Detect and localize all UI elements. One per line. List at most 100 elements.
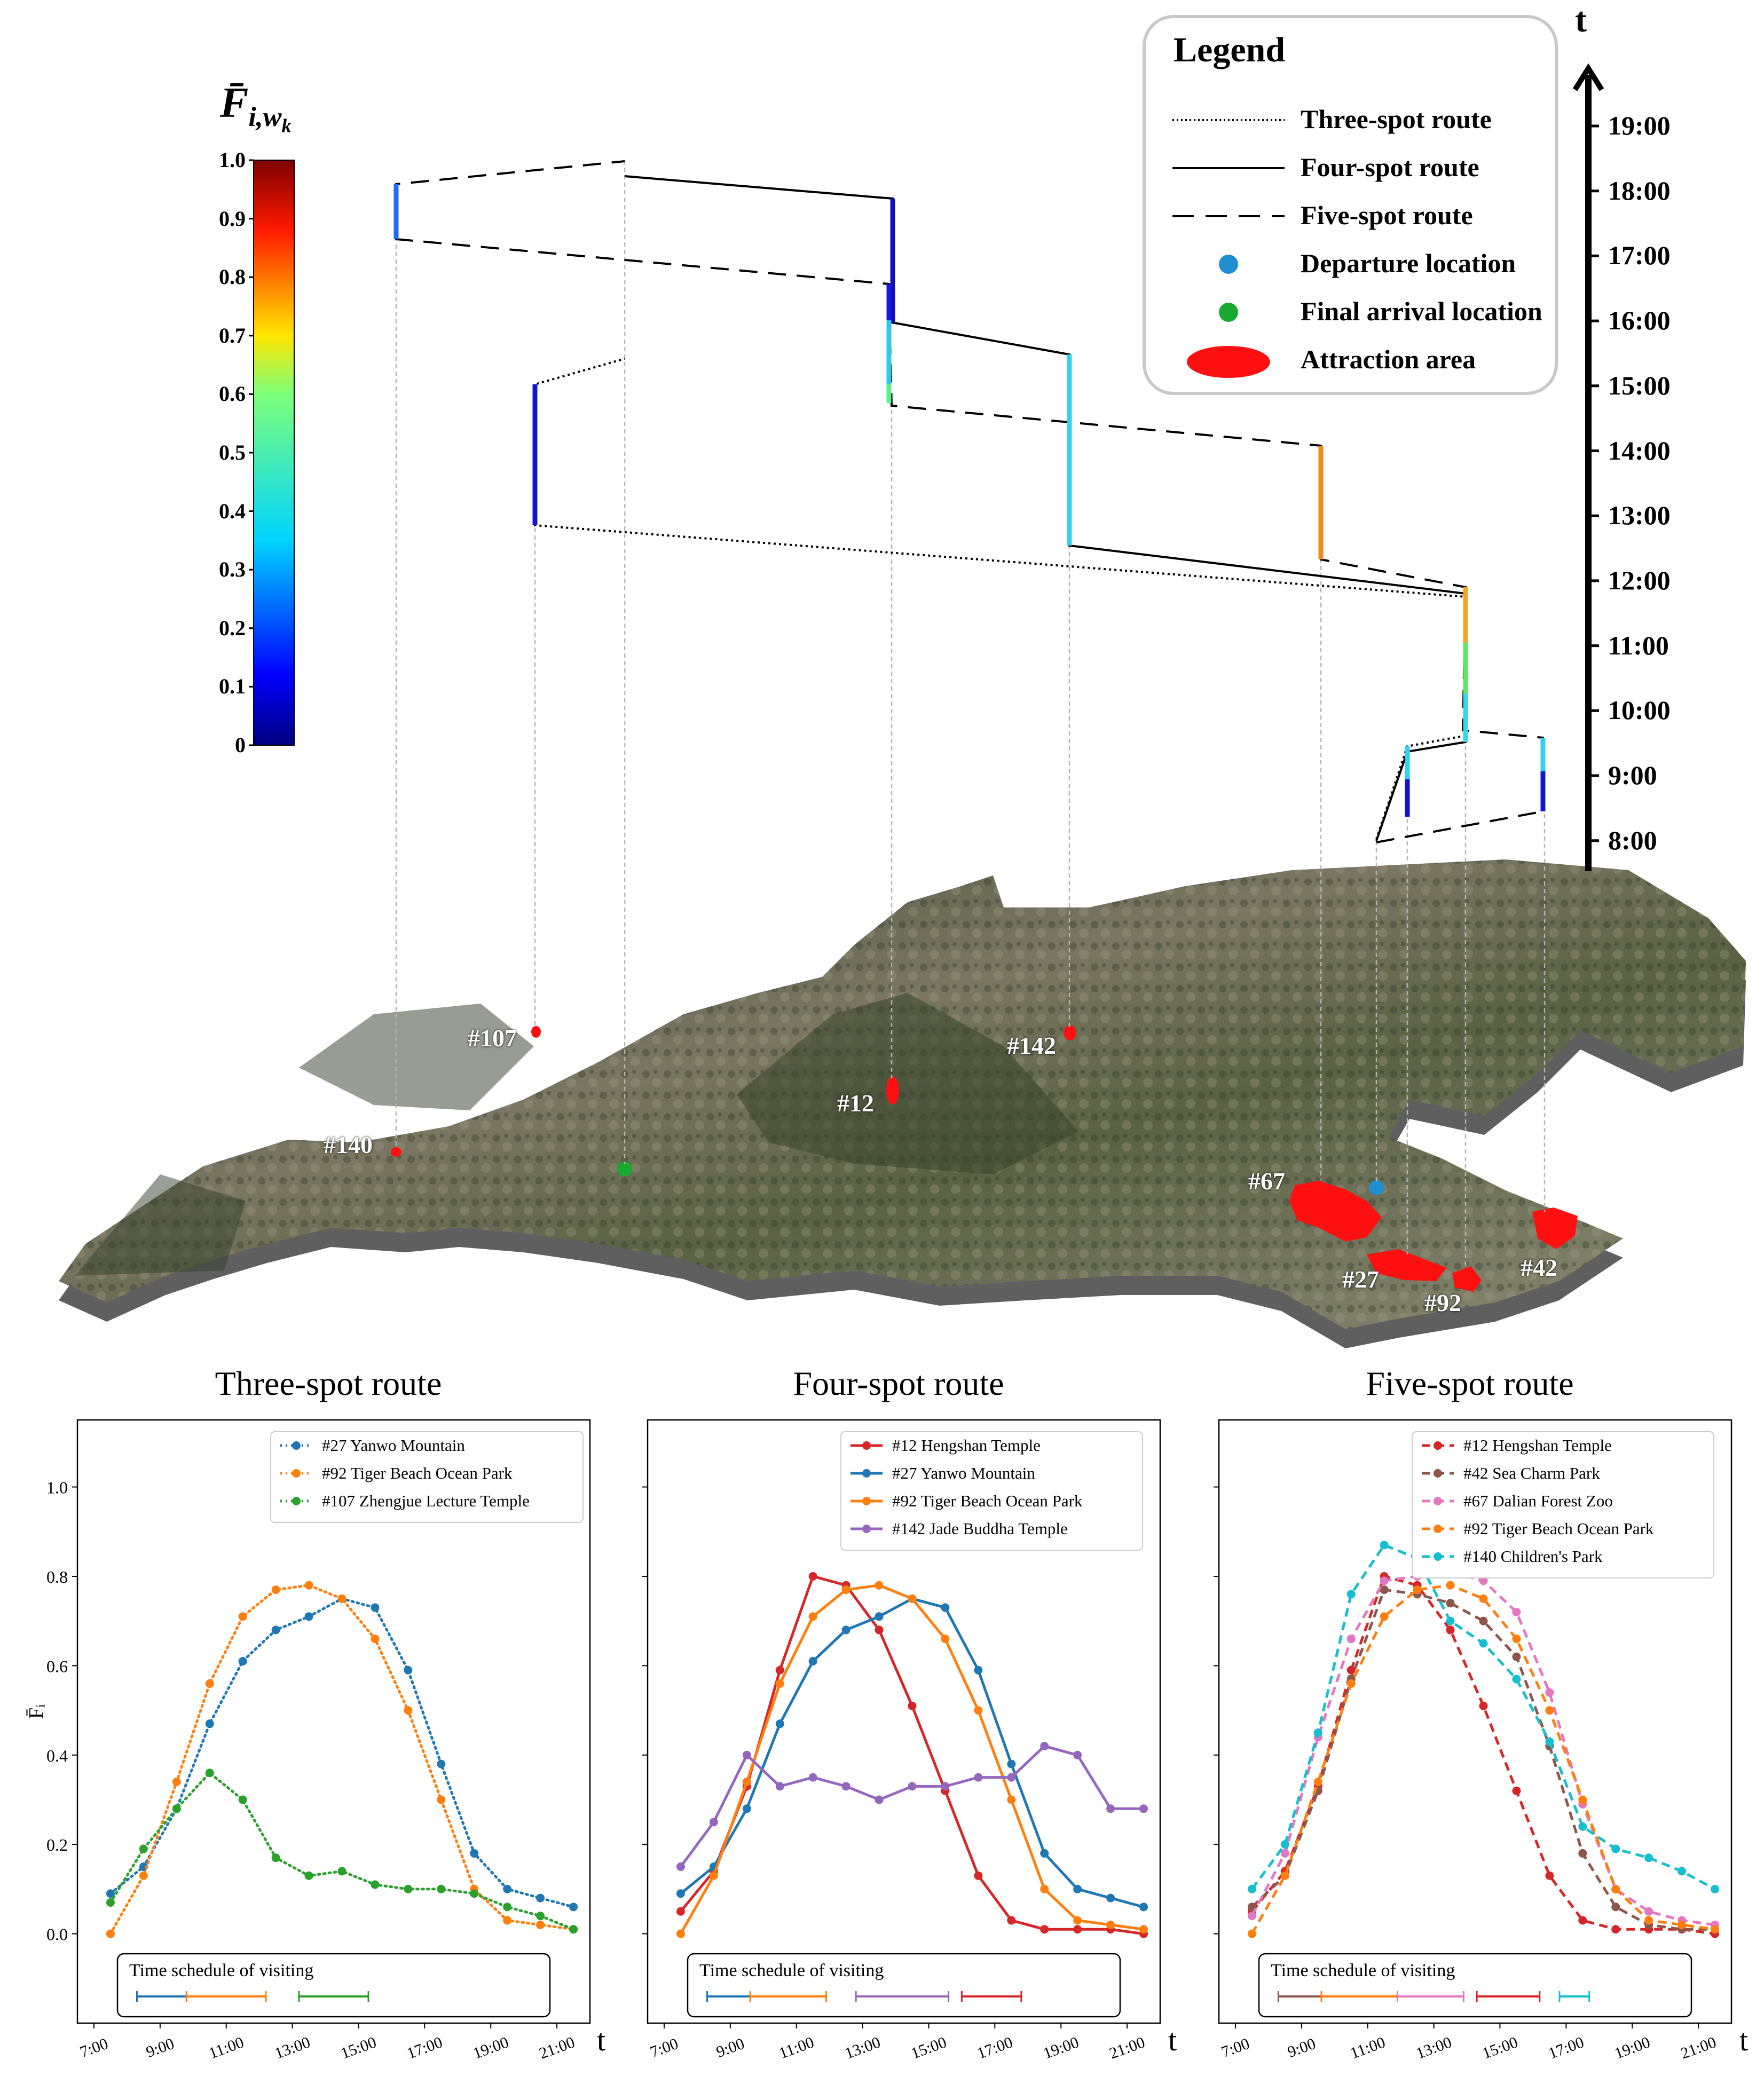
- dashed-line-icon: [1172, 215, 1285, 217]
- x-tick-label: 13:00: [1414, 2033, 1454, 2062]
- data-point: [337, 1867, 346, 1876]
- data-point: [139, 1844, 148, 1853]
- terrain-map: [59, 859, 1746, 1348]
- data-point: [536, 1920, 545, 1929]
- chart-legend-marker: [862, 1469, 871, 1478]
- data-point: [1106, 1804, 1115, 1813]
- x-tick-label: 19:00: [1612, 2033, 1653, 2062]
- colorbar-label: F̄i,wk: [220, 79, 292, 137]
- data-point: [404, 1706, 413, 1715]
- time-tick-label: 18:00: [1608, 175, 1671, 206]
- data-point: [1346, 1635, 1356, 1644]
- data-point: [875, 1581, 884, 1590]
- data-point: [1040, 1742, 1049, 1751]
- mountain-ridge: [737, 993, 1078, 1174]
- x-tick-label: 11:00: [1348, 2033, 1388, 2062]
- colorbar-tick-label: 0.5: [219, 440, 246, 464]
- chart-frame: [647, 1419, 1161, 2024]
- data-point: [1512, 1786, 1521, 1795]
- chart-legend-marker: [1434, 1441, 1442, 1450]
- legend: Legend Three-spot route Four-spot route …: [1143, 15, 1558, 395]
- data-point: [172, 1804, 181, 1813]
- attraction-area-67: [1289, 1181, 1382, 1242]
- legend-label: Four-spot route: [1301, 152, 1479, 182]
- chart-legend-marker: [1434, 1469, 1442, 1478]
- data-point: [1139, 1902, 1148, 1912]
- data-point: [1040, 1884, 1049, 1893]
- data-point: [941, 1782, 950, 1791]
- data-point: [742, 1804, 751, 1813]
- x-tick-label: 19:00: [1041, 2033, 1082, 2062]
- chart-legend-marker: [862, 1525, 871, 1533]
- schedule-title: Time schedule of visiting: [699, 1961, 884, 1980]
- data-point: [974, 1665, 983, 1675]
- data-point: [569, 1925, 578, 1934]
- chart-xlabel-four-spot: t: [1168, 2023, 1177, 2057]
- departure-dot-icon: [1219, 255, 1238, 274]
- data-point: [941, 1635, 950, 1644]
- data-point: [1313, 1778, 1322, 1786]
- colorbar-tick-label: 0.2: [219, 615, 246, 640]
- data-point: [1007, 1795, 1016, 1804]
- data-point: [1139, 1925, 1148, 1934]
- data-point: [404, 1884, 413, 1893]
- x-tick-label: 9:00: [144, 2035, 176, 2061]
- chart-legend: [1412, 1431, 1714, 1578]
- data-point: [1545, 1688, 1554, 1697]
- data-point: [908, 1782, 917, 1791]
- data-point: [304, 1871, 313, 1880]
- data-point: [1578, 1795, 1587, 1804]
- data-point: [1611, 1884, 1620, 1893]
- chart-legend-label: #92 Tiger Beach Ocean Park: [892, 1491, 1083, 1510]
- chart-legend-marker: [292, 1441, 301, 1450]
- legend-label: Final arrival location: [1301, 296, 1542, 326]
- x-tick-label: 13:00: [272, 2033, 313, 2062]
- x-tick-label: 17:00: [1546, 2033, 1587, 2062]
- chart-panel-1: 7:00 9:00 11:00 13:00 15:00 17:00 19:00 21:00 #1…: [642, 1419, 1161, 2063]
- time-tick-label: 15:00: [1608, 370, 1671, 400]
- legend-item-attraction: Attraction area: [1146, 336, 1555, 384]
- data-point: [1545, 1706, 1554, 1715]
- solid-line-icon: [1172, 167, 1285, 169]
- data-point: [1106, 1893, 1115, 1902]
- data-point: [371, 1635, 380, 1644]
- map-label-12: #12: [837, 1090, 874, 1117]
- data-point: [470, 1889, 479, 1898]
- x-tick-label: 21:00: [1678, 2033, 1719, 2062]
- visit-segments: [393, 184, 1546, 817]
- x-tick-label: 19:00: [471, 2033, 511, 2062]
- data-point: [1280, 1840, 1289, 1849]
- time-axis-label: t: [1575, 1, 1587, 40]
- time-tick-label: 17:00: [1608, 240, 1671, 271]
- legend-item-five-spot: Five-spot route: [1146, 192, 1555, 240]
- chart-legend-label: #12 Hengshan Temple: [1463, 1436, 1612, 1455]
- data-point: [1313, 1728, 1322, 1737]
- data-point: [536, 1912, 545, 1921]
- chart-legend: [270, 1431, 584, 1523]
- data-point: [1545, 1871, 1554, 1880]
- x-tick-label: 9:00: [714, 2035, 746, 2061]
- route-charts: 0.0 0.2 0.4 0.6 0.8 1.0 7:00 9:00 11:00 13:00 15:0…: [46, 1419, 1732, 2063]
- x-tick-label: 9:00: [1285, 2035, 1318, 2061]
- legend-label: Three-spot route: [1301, 104, 1492, 134]
- colorbar-label-symbol: F̄: [220, 80, 249, 127]
- data-point: [238, 1657, 247, 1665]
- attraction-area-42: [1532, 1207, 1578, 1249]
- guide-lines: [395, 160, 1546, 1268]
- map-label-42: #42: [1521, 1254, 1557, 1281]
- data-point: [1512, 1607, 1521, 1616]
- chart-legend-marker: [1434, 1497, 1442, 1505]
- data-point: [676, 1889, 685, 1898]
- chart-legend-label: #142 Jade Buddha Temple: [892, 1519, 1068, 1538]
- x-tick-label: 13:00: [842, 2033, 883, 2062]
- legend-label: Five-spot route: [1301, 200, 1473, 230]
- data-point: [1247, 1884, 1256, 1893]
- three-spot-route-path: [534, 358, 1467, 840]
- data-point: [1578, 1822, 1587, 1831]
- data-point: [841, 1585, 850, 1594]
- data-point: [1479, 1701, 1488, 1710]
- colorbar-tick-label: 0.4: [219, 499, 246, 523]
- chart-panel-0: 0.0 0.2 0.4 0.6 0.8 1.0 7:00 9:00 11:00 13:00 15:0…: [46, 1419, 591, 2063]
- data-point: [941, 1603, 950, 1612]
- chart-xlabel-three-spot: t: [597, 2023, 606, 2057]
